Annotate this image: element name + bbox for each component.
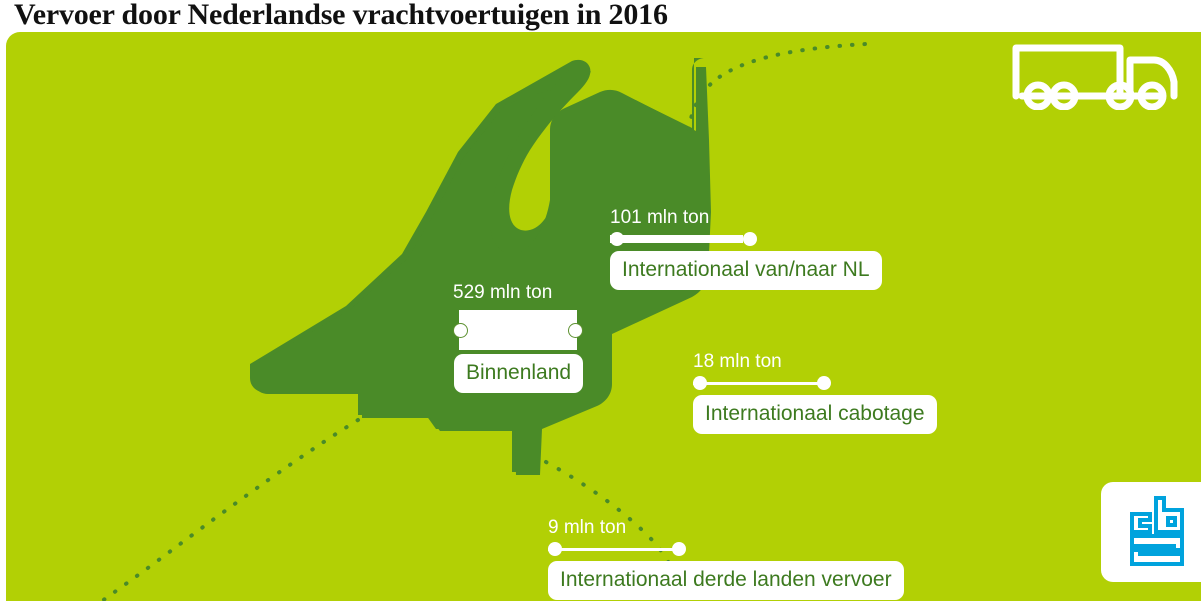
measure-value-internationaal-cabotage: 18 mln ton — [693, 351, 782, 372]
bar-line — [610, 235, 743, 243]
bar-endpoint-right — [568, 323, 583, 338]
bar-endpoint-right — [743, 232, 757, 246]
bar-endpoint-left — [453, 323, 468, 338]
measure-internationaal-cabotage: 18 mln ton Internationaal cabotage — [693, 351, 937, 434]
bar-line — [693, 381, 821, 385]
measure-value-internationaal-derde-landen: 9 mln ton — [548, 517, 627, 538]
map-canvas — [98, 42, 868, 601]
bar-binnenland — [453, 307, 583, 353]
page-title: Vervoer door Nederlandse vrachtvoertuige… — [14, 0, 668, 31]
green-panel: 101 mln ton Internationaal van/naar NL 5… — [6, 32, 1201, 601]
route-dotted-north — [685, 42, 868, 156]
bar-endpoint-left — [693, 376, 707, 390]
bar-endpoint-right — [672, 542, 686, 556]
measure-binnenland: 529 mln ton Binnenland — [453, 282, 584, 393]
measure-internationaal-derde-landen: 9 mln ton Internationaal derde landen ve… — [548, 517, 904, 600]
measure-value-binnenland: 529 mln ton — [453, 282, 553, 303]
bar-endpoint-left — [548, 542, 562, 556]
netherlands-map-group — [252, 66, 711, 475]
bar-line — [459, 310, 577, 350]
bar-internationaal-derde-landen — [548, 541, 904, 557]
truck-icon — [1012, 44, 1178, 110]
measure-value-internationaal-van-naar-nl: 101 mln ton — [610, 207, 710, 228]
bar-endpoint-left — [610, 232, 624, 246]
bar-internationaal-cabotage — [693, 375, 937, 391]
netherlands-mainland — [252, 66, 711, 475]
label-internationaal-van-naar-nl: Internationaal van/naar NL — [610, 251, 882, 290]
truck-wheel-2 — [1049, 81, 1079, 110]
bar-endpoint-right — [817, 376, 831, 390]
truck-wheel-3 — [1105, 81, 1135, 110]
cbs-logo-icon — [1130, 496, 1184, 566]
bar-line — [548, 548, 676, 551]
bar-internationaal-van-naar-nl — [610, 231, 882, 247]
label-internationaal-derde-landen: Internationaal derde landen vervoer — [548, 561, 904, 600]
truck-wheel-1 — [1023, 81, 1053, 110]
measure-internationaal-van-naar-nl: 101 mln ton Internationaal van/naar NL — [610, 207, 882, 290]
cbs-logo-panel — [1101, 482, 1201, 582]
label-binnenland: Binnenland — [454, 354, 584, 393]
route-dotted-southeast — [544, 460, 684, 601]
truck-wheel-4 — [1137, 81, 1167, 110]
route-dotted-southwest — [98, 418, 360, 601]
label-internationaal-cabotage: Internationaal cabotage — [693, 395, 937, 434]
